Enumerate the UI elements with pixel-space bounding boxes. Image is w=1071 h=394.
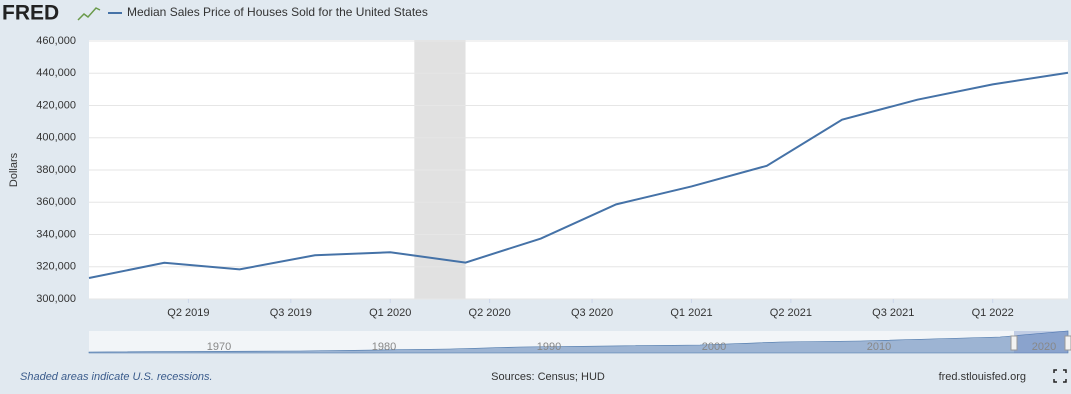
fullscreen-button[interactable] [1053,369,1067,383]
x-tick-label: Q3 2021 [872,307,914,319]
navigator-handle[interactable] [1064,335,1071,351]
y-tick-label: 460,000 [36,35,76,47]
x-tick-label: Q1 2020 [369,307,411,319]
site-link[interactable]: fred.stlouisfed.org [939,371,1026,383]
navigator-label: 2020 [1032,341,1056,353]
y-axis-title: Dollars [8,152,20,187]
x-tick-label: Q2 2019 [167,307,209,319]
y-tick-label: 400,000 [36,132,76,144]
x-tick-label: Q3 2019 [270,307,312,319]
x-tick-label: Q1 2021 [670,307,712,319]
x-tick-label: Q3 2020 [571,307,613,319]
navigator-series [88,330,1069,354]
navigator-handle[interactable] [1010,335,1018,351]
logo-icon [77,7,101,21]
y-tick-label: 320,000 [36,261,76,273]
navigator-selection[interactable] [1014,331,1068,353]
data-line [88,71,1069,280]
recession-note: Shaded areas indicate U.S. recessions. [20,371,213,383]
navigator-label: 1980 [372,341,396,353]
y-tick-label: 300,000 [36,293,76,305]
x-tick-label: Q2 2021 [770,307,812,319]
source: Sources: Census; HUD [491,371,605,383]
y-tick-label: 360,000 [36,196,76,208]
navigator-label: 2000 [702,341,726,353]
legend-label: Median Sales Price of Houses Sold for th… [127,5,428,19]
x-tick-label: Q1 2022 [972,307,1014,319]
y-tick-label: 340,000 [36,228,76,240]
navigator-label: 2010 [867,341,891,353]
y-tick-label: 420,000 [36,99,76,111]
navigator-label: 1990 [537,341,561,353]
navigator-label: 1970 [207,341,231,353]
y-tick-label: 440,000 [36,67,76,79]
logo[interactable]: FRED [2,2,59,25]
x-tick-label: Q2 2020 [469,307,511,319]
y-tick-label: 380,000 [36,164,76,176]
